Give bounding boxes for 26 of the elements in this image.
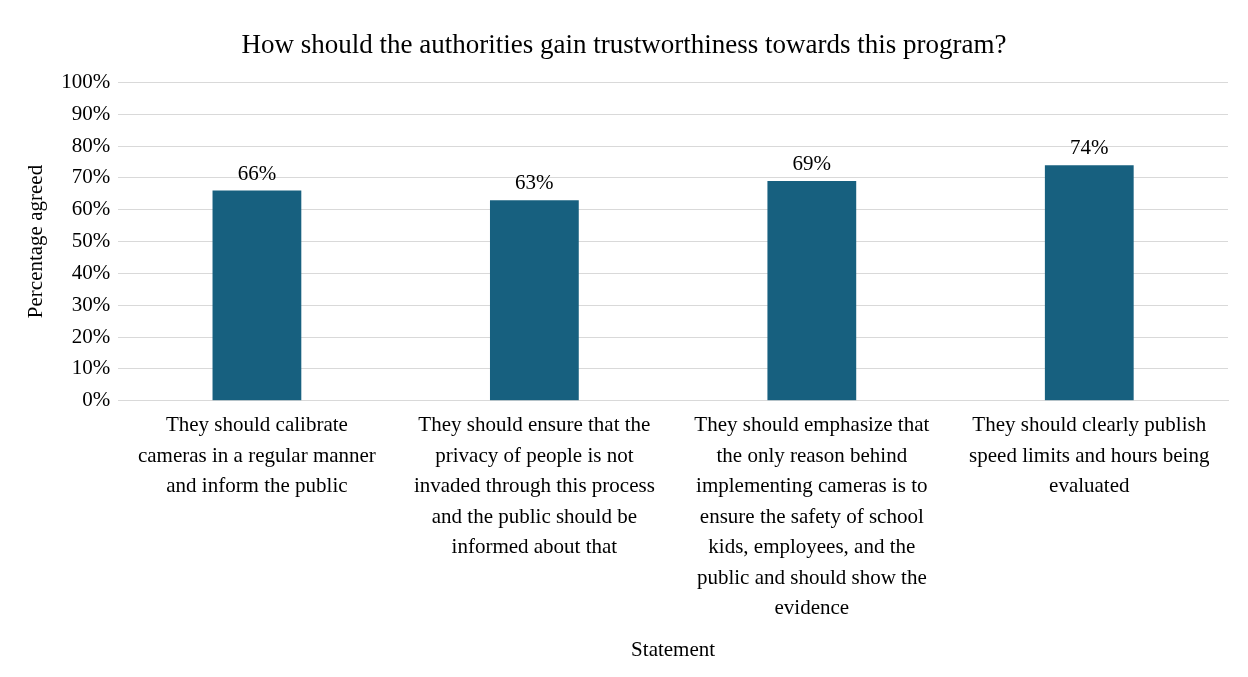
x-tick-label: They should clearly publish speed limits and hours being evaluated [969, 412, 1210, 498]
data-label: 74% [1070, 135, 1109, 160]
y-tick-label: 20% [71, 323, 111, 348]
y-tick-label: 60% [71, 196, 111, 221]
y-tick-label: 70% [71, 164, 111, 189]
data-label: 66% [237, 160, 277, 185]
bar [1044, 165, 1134, 401]
bar [489, 200, 579, 401]
y-tick-label: 30% [71, 291, 111, 316]
x-tick-label: They should calibrate cameras in a regular manner and inform the public [137, 412, 376, 498]
x-tick-label: They should ensure that the privacy of people is not invaded through this process and the public should be informed about that [413, 412, 655, 559]
y-tick-label: 80% [71, 132, 111, 157]
x-axis-title: Statement [631, 636, 716, 661]
y-tick-label: 0% [82, 387, 111, 412]
bar [767, 181, 857, 401]
data-label: 63% [515, 170, 554, 195]
x-tick-label: They should emphasize that the only reason behind implementing cameras is to ensure the safety of school kids, employees, and the public and should show the evidence [694, 412, 930, 620]
y-tick-label: 90% [71, 100, 111, 125]
y-tick-label: 100% [61, 68, 111, 93]
y-tick-label: 40% [71, 259, 111, 284]
bar [212, 190, 302, 401]
chart-title: How should the authorities gain trustworthiness towards this program? [241, 29, 1007, 60]
data-label: 69% [792, 151, 832, 176]
y-tick-label: 50% [71, 228, 111, 253]
y-tick-label: 10% [71, 355, 111, 380]
y-axis-title: Percentage agreed [23, 164, 48, 319]
